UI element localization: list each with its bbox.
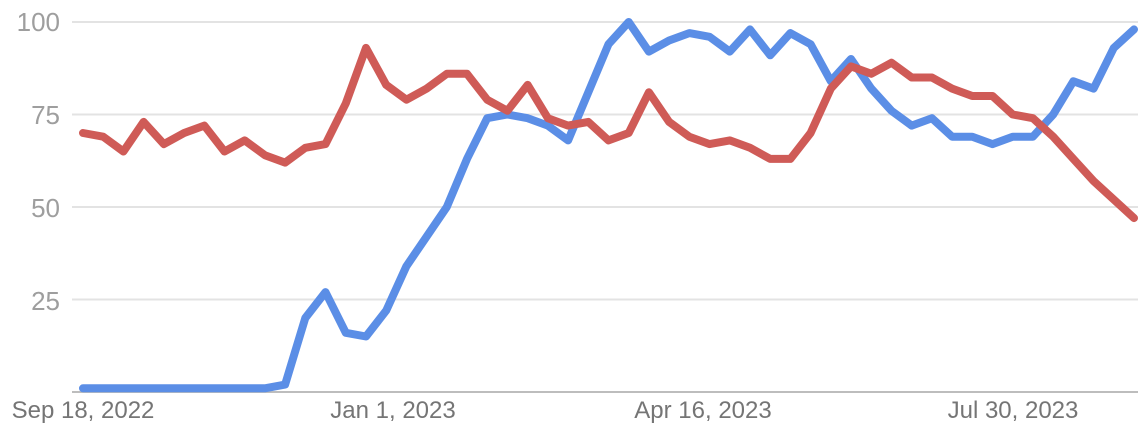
y-tick-label-75: 75	[31, 100, 60, 130]
series-line-2	[79, 43, 1138, 223]
x-tick-label-apr-16-2023: Apr 16, 2023	[634, 397, 771, 424]
y-tick-label-100: 100	[17, 7, 60, 37]
y-tick-label-25: 25	[31, 286, 60, 316]
y-tick-label-50: 50	[31, 193, 60, 223]
x-tick-label-jan-1-2023: Jan 1, 2023	[330, 397, 455, 424]
x-tick-label-jul-30-2023: Jul 30, 2023	[948, 397, 1079, 424]
gridlines	[72, 21, 1138, 301]
y-axis-tick-labels: 100 75 50 25	[17, 7, 60, 316]
series-line-1	[79, 18, 1138, 393]
x-tick-label-sep-18-2022: Sep 18, 2022	[12, 397, 155, 424]
series-lines	[79, 18, 1138, 393]
x-axis-tick-labels: Sep 18, 2022 Jan 1, 2023 Apr 16, 2023 Ju…	[12, 397, 1079, 424]
